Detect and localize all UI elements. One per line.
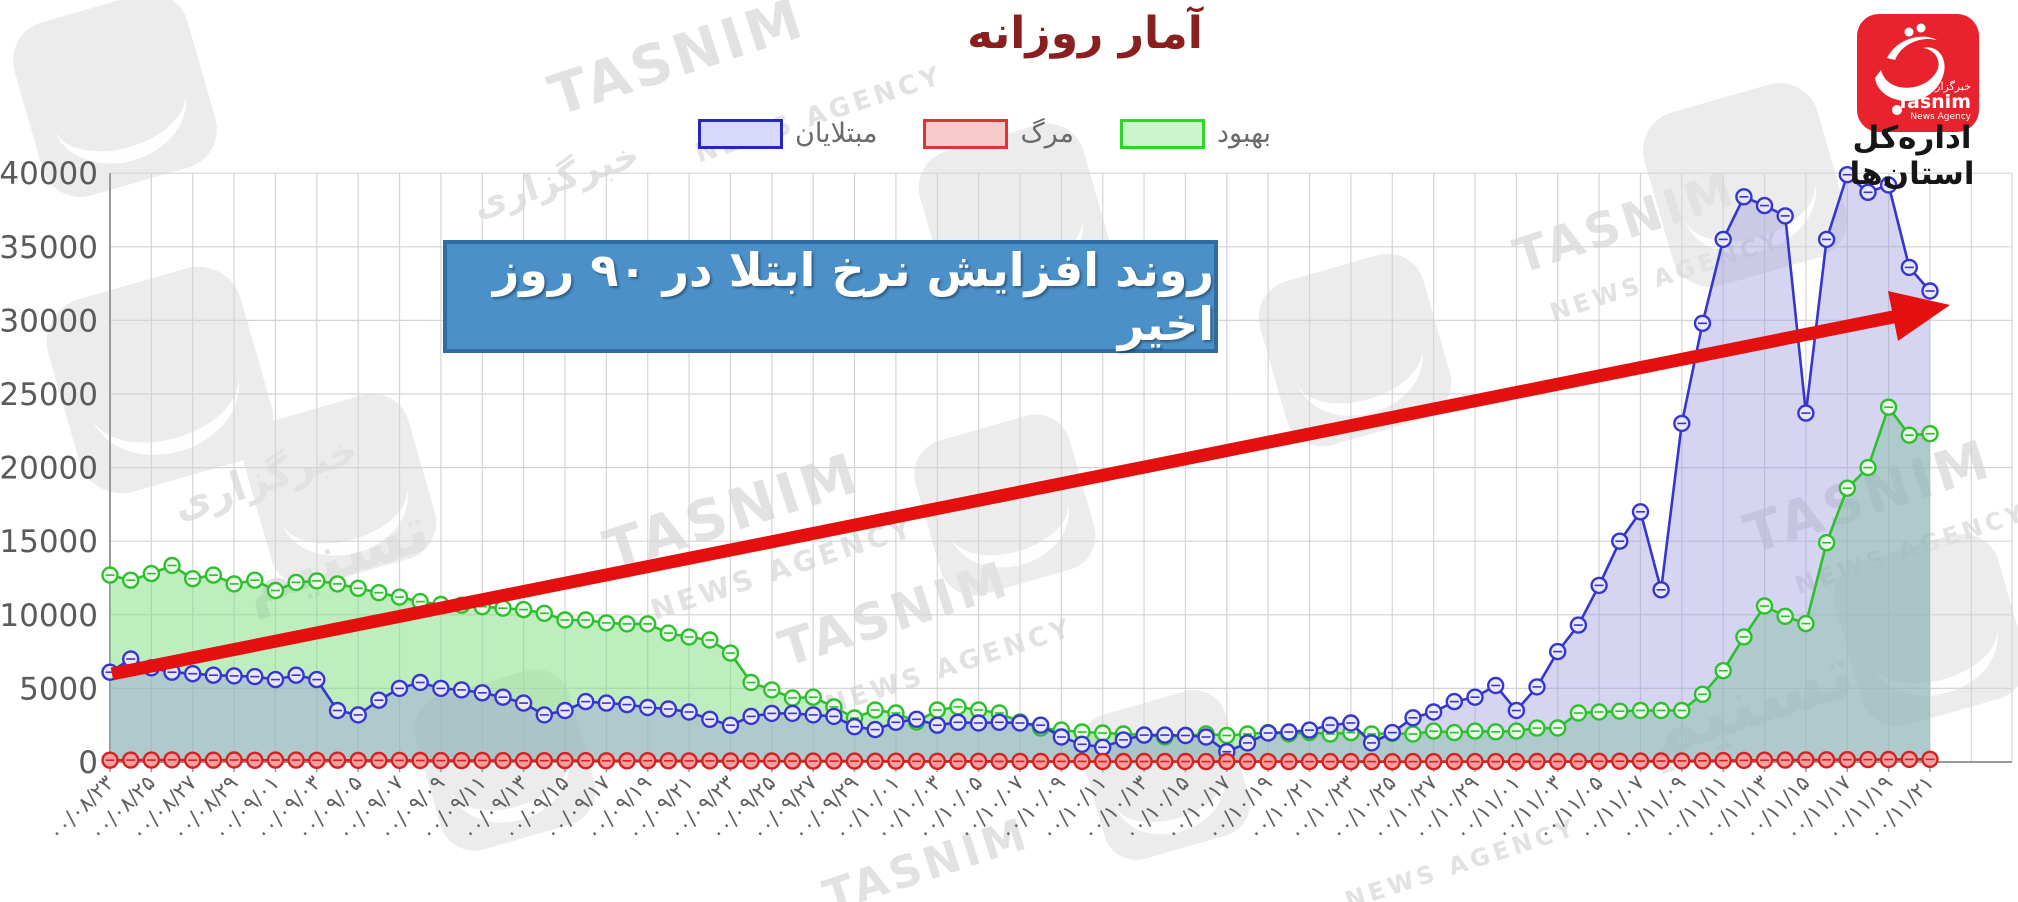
legend-label-recovered: بهبود <box>1216 118 1272 149</box>
legend-item-cases: مبتلایان <box>698 118 877 149</box>
svg-text:15000: 15000 <box>0 524 98 560</box>
tasnim-logo-text: خبرگزاری Tasnim News Agency <box>1897 81 1971 122</box>
legend-item-deaths: مرگ <box>923 118 1074 149</box>
legend-item-recovered: بهبود <box>1119 118 1272 149</box>
cases-swatch-icon <box>698 118 783 149</box>
svg-text:25000: 25000 <box>0 377 98 413</box>
svg-text:10000: 10000 <box>0 598 98 634</box>
svg-text:0: 0 <box>78 745 98 781</box>
page-title: آمار روزانه <box>967 8 1203 59</box>
logo-agency-sub: News Agency <box>1910 111 1971 122</box>
chart-legend: مبتلایان مرگ بهبود <box>698 118 1317 149</box>
deaths-swatch-icon <box>923 118 1009 149</box>
trend-annotation-box: روند افزایش نرخ ابتلا در ۹۰ روز اخیر <box>443 240 1218 353</box>
tasnim-calligraphy-icon <box>1875 23 1945 115</box>
legend-label-cases: مبتلایان <box>795 118 878 149</box>
svg-text:5000: 5000 <box>19 671 98 707</box>
trend-annotation-text: روند افزایش نرخ ابتلا در ۹۰ روز اخیر <box>492 242 1214 351</box>
svg-text:30000: 30000 <box>0 303 98 339</box>
department-label: اداره‌کل استان‌ها <box>1849 120 1975 192</box>
legend-label-deaths: مرگ <box>1020 118 1074 149</box>
svg-text:20000: 20000 <box>0 451 98 487</box>
svg-text:35000: 35000 <box>0 230 98 266</box>
logo-agency-fa: خبرگزاری <box>1926 80 1971 94</box>
recovered-swatch-icon <box>1119 118 1205 149</box>
tasnim-logo: خبرگزاری Tasnim News Agency <box>1857 14 1979 132</box>
logo-agency-en: Tasnim <box>1896 90 1971 113</box>
svg-text:40000: 40000 <box>0 156 98 192</box>
